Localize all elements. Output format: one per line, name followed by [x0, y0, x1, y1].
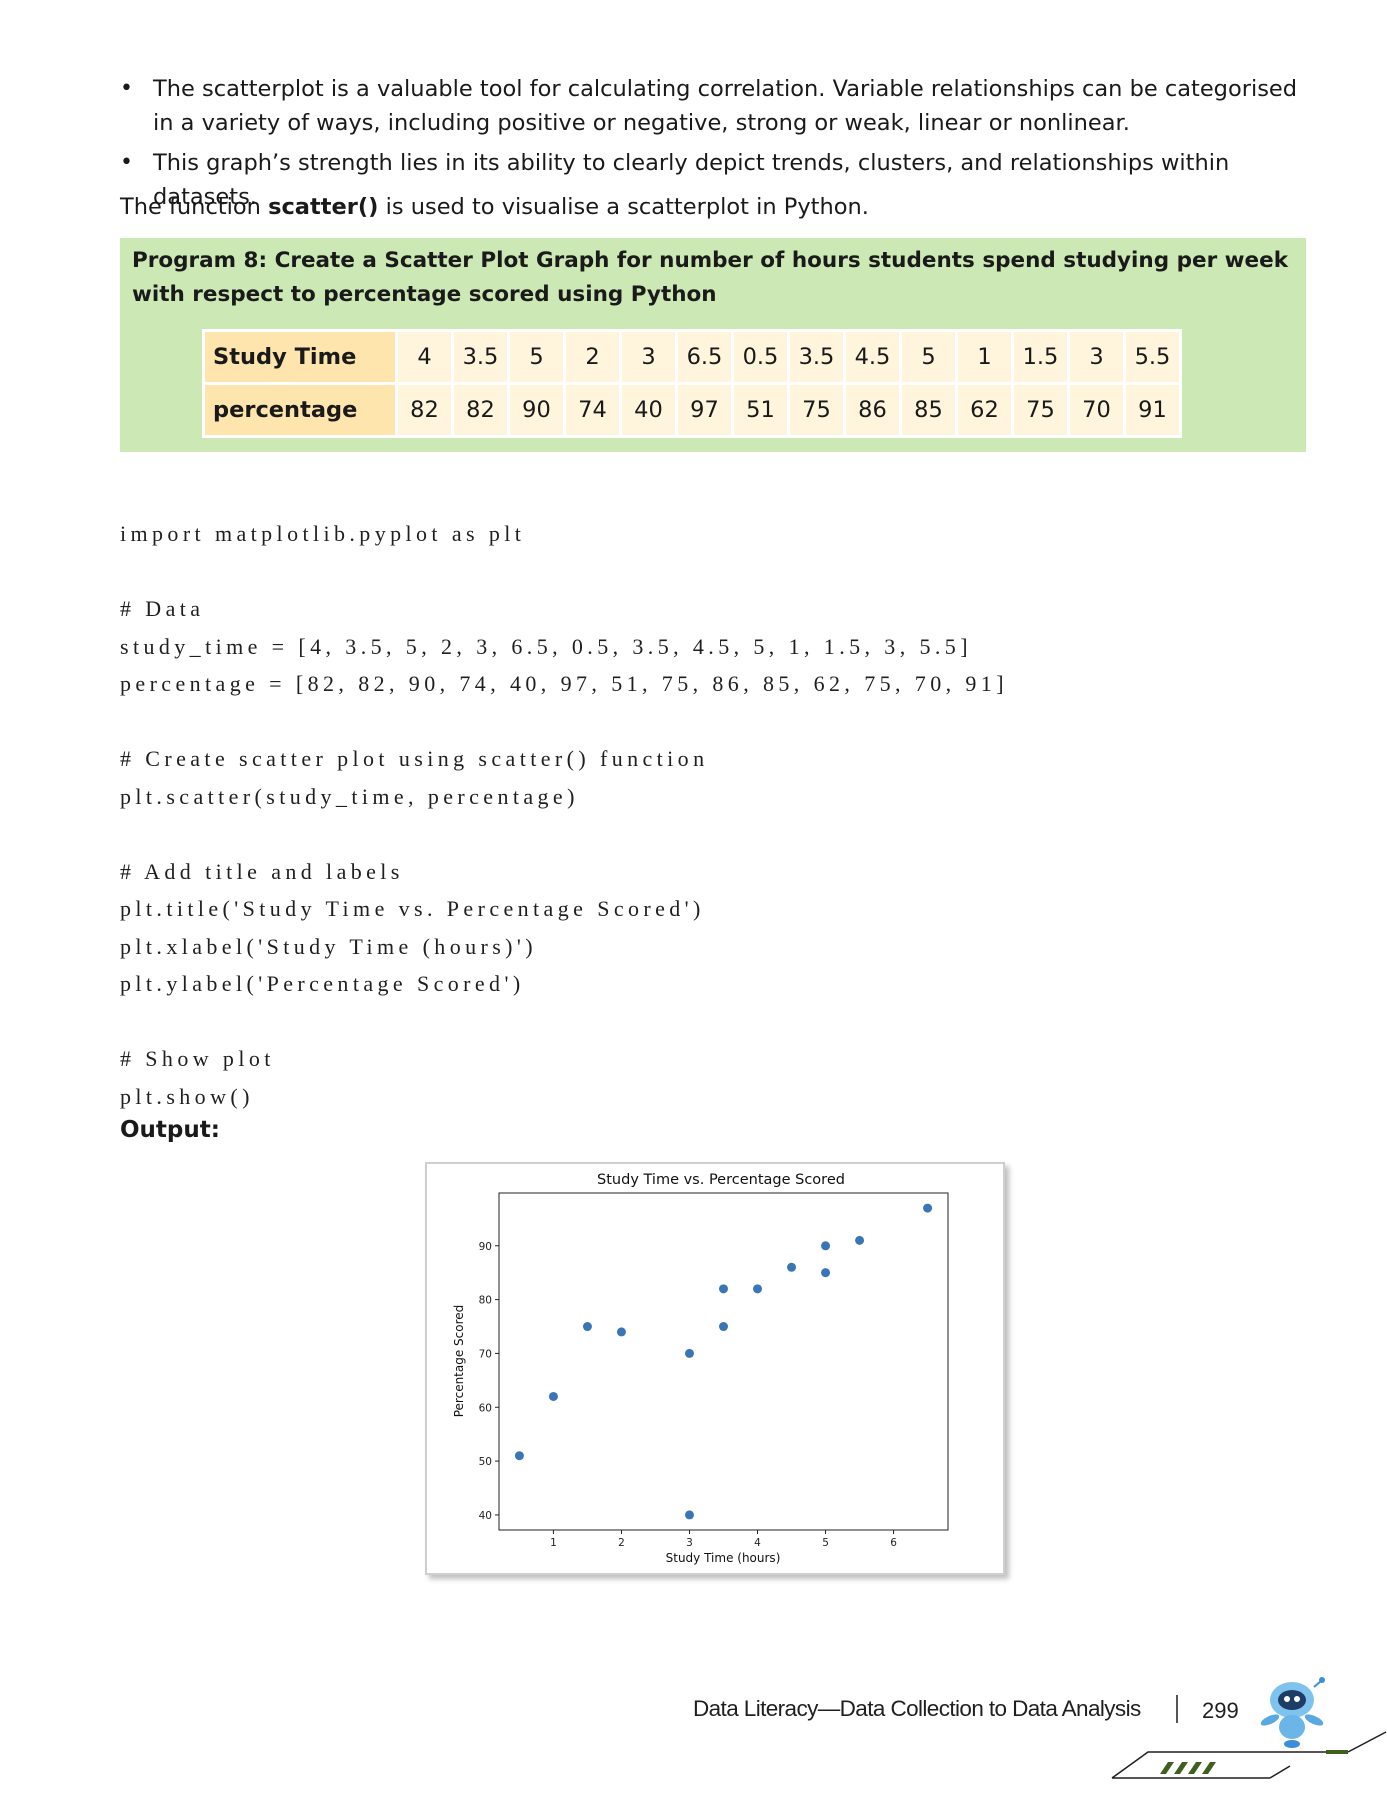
- scatter-points: [514, 1203, 933, 1520]
- table-cell: 0.5: [731, 329, 790, 385]
- table-cell: 3.5: [451, 329, 510, 385]
- table-cell: 3: [619, 329, 678, 385]
- y-tick-label: 70: [479, 1348, 492, 1360]
- table-row-study-time: Study Time 4 3.5 5 2 3 6.5 0.5 3.5 4.5 5 1 1.5 3 5.5: [202, 329, 1182, 385]
- table-row-percentage: percentage 82 82 90 74 40 97 51 75 86 85 62 75 70 91: [202, 382, 1182, 438]
- table-cell: 3.5: [787, 329, 846, 385]
- table-cell: 2: [563, 329, 622, 385]
- x-tick-label: 2: [618, 1537, 625, 1549]
- scatter-point: [719, 1322, 728, 1332]
- plot-area: [498, 1192, 949, 1531]
- table-cell: 1.5: [1011, 329, 1070, 385]
- table-cell: 5: [507, 329, 566, 385]
- table-cell: 85: [899, 382, 958, 438]
- scatter-point: [821, 1241, 831, 1251]
- table-cell: 75: [1011, 382, 1070, 438]
- scatter-point: [684, 1348, 694, 1358]
- table-cell: 5.5: [1123, 329, 1182, 385]
- intro-text: The function: [120, 194, 269, 220]
- table-cell: 90: [507, 382, 566, 438]
- bullet-text: This graph’s strength lies in its abilit…: [153, 150, 1230, 210]
- table-cell: 74: [563, 382, 622, 438]
- program-box: Program 8: Create a Scatter Plot Graph f…: [120, 238, 1306, 452]
- page-number: 299: [1202, 1698, 1239, 1723]
- scatter-point: [753, 1284, 763, 1294]
- intro-text-end: is used to visualise a scatterplot in Py…: [378, 194, 869, 220]
- table-row-header: percentage: [202, 382, 398, 438]
- data-table: Study Time 4 3.5 5 2 3 6.5 0.5 3.5 4.5 5 1 1.5 3 5.5 …: [202, 329, 1182, 438]
- scatter-point: [787, 1262, 797, 1272]
- scatter-point: [684, 1510, 694, 1520]
- table-cell: 1: [955, 329, 1014, 385]
- x-tick-label: 3: [686, 1537, 693, 1549]
- bullet-text: The scatterplot is a valuable tool for c…: [153, 76, 1298, 136]
- intro-function-name: scatter(): [268, 194, 379, 220]
- x-axis-label: Study Time (hours): [666, 1551, 781, 1565]
- table-cell: 82: [395, 382, 454, 438]
- bullet-item: • The scatterplot is a valuable tool for …: [120, 72, 1310, 140]
- robot-mascot-icon: [1260, 1677, 1325, 1748]
- table-cell: 75: [787, 382, 846, 438]
- bullet-dot-icon: •: [120, 150, 133, 175]
- y-axis-label: Percentage Scored: [452, 1305, 466, 1418]
- scatter-point: [855, 1235, 865, 1245]
- y-tick-label: 90: [479, 1241, 492, 1253]
- table-cell: 97: [675, 382, 734, 438]
- x-tick-label: 1: [550, 1537, 557, 1549]
- scatter-point: [514, 1451, 524, 1461]
- y-tick-label: 40: [479, 1510, 492, 1522]
- scatter-point: [582, 1322, 592, 1332]
- y-tick-label: 80: [479, 1295, 492, 1307]
- table-cell: 70: [1067, 382, 1126, 438]
- table-row-header: Study Time: [202, 329, 398, 385]
- scatter-point: [548, 1391, 558, 1401]
- table-cell: 91: [1123, 382, 1182, 438]
- table-cell: 4.5: [843, 329, 902, 385]
- scatter-point: [923, 1203, 933, 1213]
- intro-paragraph: The function scatter() is used to visual…: [120, 190, 869, 224]
- y-axis-ticks: 40 50 60 70 80 90: [479, 1241, 499, 1522]
- scatter-point: [719, 1284, 728, 1294]
- table-cell: 6.5: [675, 329, 734, 385]
- footer-decoration-icon: [1111, 1731, 1387, 1779]
- x-tick-label: 4: [754, 1537, 761, 1549]
- table-cell: 40: [619, 382, 678, 438]
- program-title: Program 8: Create a Scatter Plot Graph f…: [132, 248, 1288, 307]
- table-cell: 82: [451, 382, 510, 438]
- table-cell: 5: [899, 329, 958, 385]
- table-cell: 62: [955, 382, 1014, 438]
- scatter-point: [616, 1327, 626, 1337]
- footer-book-title: Data Literacy—Data Collection to Data An…: [693, 1696, 1141, 1721]
- code-block: import matplotlib.pyplot as plt # Data s…: [120, 521, 1008, 1109]
- y-tick-label: 50: [479, 1456, 492, 1468]
- bullet-dot-icon: •: [120, 76, 133, 101]
- bullet-list: • The scatterplot is a valuable tool for …: [120, 72, 1310, 220]
- x-axis-ticks: 1 2 3 4 5 6: [550, 1530, 897, 1549]
- table-cell: 4: [395, 329, 454, 385]
- y-tick-label: 60: [479, 1402, 492, 1414]
- x-tick-label: 6: [890, 1537, 897, 1549]
- scatter-point: [821, 1268, 831, 1278]
- chart-title: Study Time vs. Percentage Scored: [597, 1172, 845, 1188]
- x-tick-label: 5: [822, 1537, 829, 1549]
- table-cell: 3: [1067, 329, 1126, 385]
- footer-divider: [1176, 1695, 1178, 1723]
- table-cell: 86: [843, 382, 902, 438]
- output-label: Output:: [120, 1117, 220, 1143]
- bullet-item: • This graph’s strength lies in its abili…: [120, 146, 1310, 214]
- table-cell: 51: [731, 382, 790, 438]
